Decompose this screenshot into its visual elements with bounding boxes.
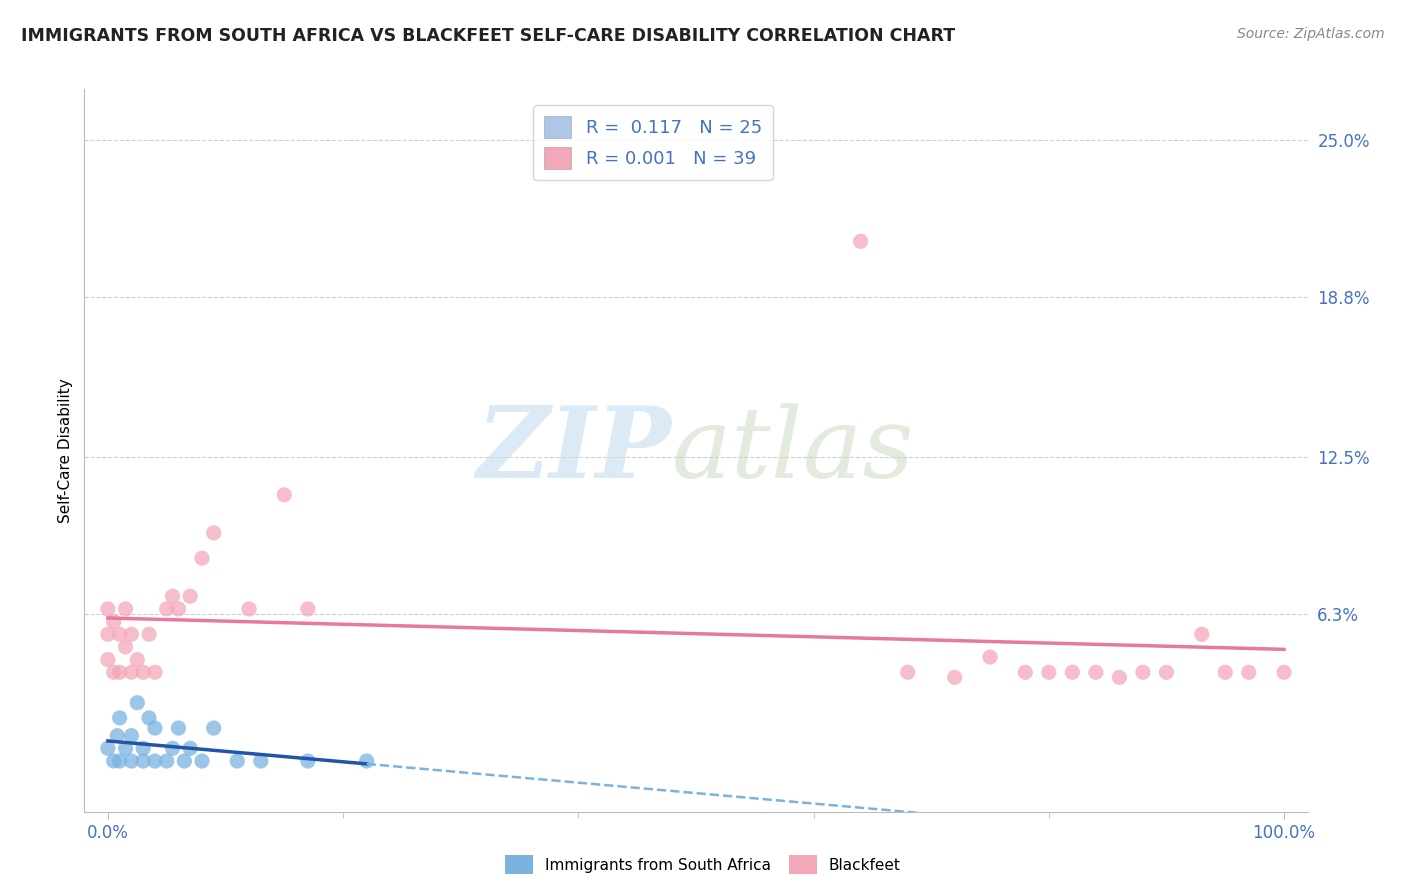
Point	[191, 551, 214, 566]
Point	[1272, 665, 1295, 680]
Point	[97, 602, 120, 616]
Point	[1038, 665, 1060, 680]
Point	[356, 754, 378, 768]
Point	[108, 754, 131, 768]
Y-axis label: Self-Care Disability: Self-Care Disability	[58, 378, 73, 523]
Point	[1084, 665, 1107, 680]
Point	[173, 754, 195, 768]
Point	[156, 602, 179, 616]
Point	[1156, 665, 1178, 680]
Point	[273, 488, 295, 502]
Point	[979, 650, 1001, 665]
Text: ZIP: ZIP	[477, 402, 672, 499]
Point	[120, 665, 142, 680]
Point	[97, 741, 120, 756]
Point	[143, 721, 166, 735]
Point	[120, 627, 142, 641]
Point	[1213, 665, 1236, 680]
Point	[897, 665, 920, 680]
Point	[138, 711, 160, 725]
Point	[202, 721, 225, 735]
Text: IMMIGRANTS FROM SOUTH AFRICA VS BLACKFEET SELF-CARE DISABILITY CORRELATION CHART: IMMIGRANTS FROM SOUTH AFRICA VS BLACKFEE…	[21, 27, 955, 45]
Point	[167, 602, 190, 616]
Point	[226, 754, 249, 768]
Point	[179, 741, 201, 756]
Point	[138, 627, 160, 641]
Point	[162, 589, 184, 603]
Point	[249, 754, 271, 768]
Point	[132, 665, 155, 680]
Point	[120, 754, 142, 768]
Point	[103, 615, 125, 629]
Point	[132, 741, 155, 756]
Point	[108, 711, 131, 725]
Point	[108, 665, 131, 680]
Point	[127, 652, 149, 666]
Point	[114, 741, 136, 756]
Point	[103, 665, 125, 680]
Point	[114, 602, 136, 616]
Point	[1237, 665, 1260, 680]
Point	[1108, 670, 1130, 684]
Point	[143, 665, 166, 680]
Point	[297, 602, 319, 616]
Point	[143, 754, 166, 768]
Point	[943, 670, 966, 684]
Text: Source: ZipAtlas.com: Source: ZipAtlas.com	[1237, 27, 1385, 41]
Point	[97, 652, 120, 666]
Point	[105, 729, 128, 743]
Point	[191, 754, 214, 768]
Point	[162, 741, 184, 756]
Text: atlas: atlas	[672, 403, 914, 498]
Point	[127, 696, 149, 710]
Point	[849, 235, 872, 249]
Point	[156, 754, 179, 768]
Point	[238, 602, 260, 616]
Point	[179, 589, 201, 603]
Point	[1132, 665, 1154, 680]
Point	[97, 627, 120, 641]
Point	[297, 754, 319, 768]
Point	[103, 754, 125, 768]
Legend: Immigrants from South Africa, Blackfeet: Immigrants from South Africa, Blackfeet	[499, 849, 907, 880]
Point	[114, 640, 136, 654]
Point	[120, 729, 142, 743]
Point	[1191, 627, 1213, 641]
Point	[167, 721, 190, 735]
Point	[1062, 665, 1084, 680]
Legend: R =  0.117   N = 25, R = 0.001   N = 39: R = 0.117 N = 25, R = 0.001 N = 39	[533, 105, 773, 180]
Point	[132, 754, 155, 768]
Point	[1014, 665, 1036, 680]
Point	[202, 525, 225, 540]
Point	[108, 627, 131, 641]
